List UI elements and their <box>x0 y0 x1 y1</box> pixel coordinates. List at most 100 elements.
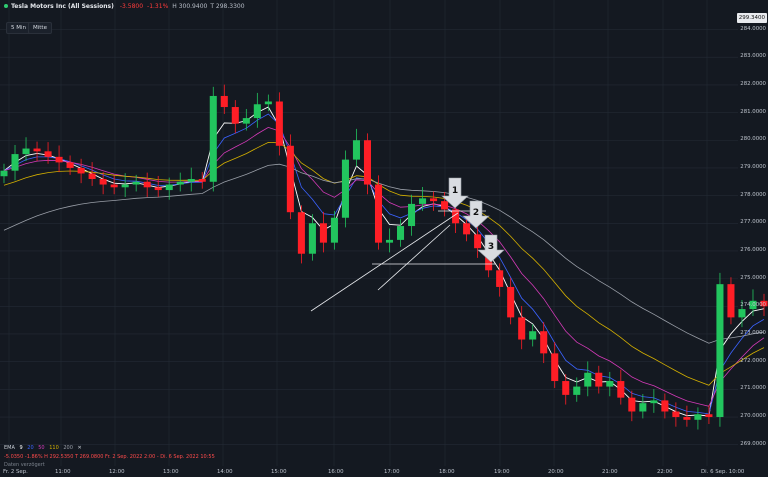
candle <box>529 331 537 340</box>
candle <box>242 118 250 124</box>
x-tick-label: Fr. 2 Sep. <box>3 469 28 475</box>
candle <box>319 223 327 243</box>
candle <box>628 397 636 412</box>
x-tick-label: 22:00 <box>657 469 673 475</box>
trendline <box>377 224 451 291</box>
candle <box>441 201 449 210</box>
candle <box>198 178 206 182</box>
candle <box>672 411 680 418</box>
candle <box>573 386 581 395</box>
candle <box>154 187 162 191</box>
arrow-label: 1 <box>452 186 458 196</box>
chart-header: Tesla Motors Inc (All Sessions) -3.5800 … <box>0 0 738 12</box>
x-tick-label: 16:00 <box>328 469 344 475</box>
ema-lines <box>3 106 765 417</box>
y-tick-label: 279.0000 <box>740 163 766 170</box>
candle <box>209 95 217 182</box>
candle <box>88 173 96 179</box>
candle <box>132 181 140 185</box>
live-status-dot <box>4 4 8 8</box>
candle <box>55 156 63 163</box>
arrow-label: 3 <box>488 242 494 252</box>
candle <box>562 381 570 395</box>
candle <box>419 198 427 204</box>
annotation-arrows: 1 2 3 <box>441 177 505 263</box>
y-tick-label: 275.0000 <box>740 274 766 281</box>
candle <box>176 181 184 185</box>
x-tick-label: 17:00 <box>384 469 400 475</box>
low-value: T 298.3300 <box>210 2 245 10</box>
ema-legend[interactable]: EMA 9 20 50 110 200 ✕ <box>4 445 85 451</box>
arrow-marker-3: 3 <box>477 234 505 263</box>
price-mode-button[interactable]: Mitte <box>28 22 52 34</box>
candle <box>452 209 460 224</box>
x-tick-label: 19:00 <box>494 469 510 475</box>
ema-line <box>3 126 765 407</box>
candle <box>606 381 614 387</box>
candle <box>694 414 702 420</box>
candle <box>507 286 515 318</box>
candle <box>11 154 19 171</box>
x-tick-label: 15:00 <box>271 469 287 475</box>
price-change: -3.5800 <box>119 2 144 10</box>
candle <box>121 184 129 188</box>
ema-50-value[interactable]: 50 <box>38 445 45 451</box>
candle <box>716 284 724 418</box>
candle <box>297 212 305 254</box>
ema-200-value[interactable]: 200 <box>63 445 73 451</box>
y-tick-label: 282.0000 <box>740 80 766 87</box>
candle <box>22 148 30 155</box>
candle <box>385 239 394 243</box>
candle <box>430 198 438 202</box>
candle <box>77 167 85 174</box>
trendline <box>310 212 459 312</box>
x-tick-label: 14:00 <box>217 469 233 475</box>
candle <box>749 300 757 310</box>
candle <box>408 203 416 227</box>
candle <box>352 140 360 160</box>
price-change-pct: -1.31% <box>147 2 169 10</box>
candle <box>286 145 294 213</box>
y-tick-label: 277.0000 <box>740 219 766 226</box>
high-value: H 300.9400 <box>172 2 208 10</box>
arrow-label: 2 <box>473 208 479 218</box>
ema-line <box>3 113 765 415</box>
arrow-marker-2: 2 <box>462 200 490 229</box>
candle <box>727 284 735 318</box>
candle <box>551 353 559 382</box>
candles <box>0 84 768 430</box>
candle <box>760 300 768 307</box>
candle <box>220 95 228 108</box>
close-icon[interactable]: ✕ <box>77 445 82 451</box>
candle <box>705 414 713 418</box>
x-tick-label: 20:00 <box>548 469 564 475</box>
candle <box>143 181 151 188</box>
candle <box>187 178 195 182</box>
y-tick-label: 271.0000 <box>740 385 766 392</box>
candle <box>0 170 8 177</box>
candle <box>308 223 316 254</box>
x-tick-label: 21:00 <box>602 469 618 475</box>
candle <box>650 400 658 404</box>
ema-110-value[interactable]: 110 <box>49 445 59 451</box>
candle <box>275 101 283 146</box>
candle <box>738 309 746 318</box>
candle <box>463 223 471 235</box>
x-tick-label: 12:00 <box>109 469 125 475</box>
candle <box>33 148 41 152</box>
ema-line <box>3 141 765 386</box>
ema-20-value[interactable]: 20 <box>27 445 34 451</box>
x-tick-label: 11:00 <box>55 469 71 475</box>
ema-line <box>3 163 765 344</box>
ema-9-value[interactable]: 9 <box>19 445 23 451</box>
interval-button[interactable]: 5 Min <box>6 22 32 34</box>
y-tick-label: 280.0000 <box>740 136 766 143</box>
candle <box>110 184 118 188</box>
candle <box>44 151 52 157</box>
candle <box>66 162 74 168</box>
candle <box>99 178 107 185</box>
candle <box>396 226 405 240</box>
y-tick-label: 272.0000 <box>740 357 766 364</box>
